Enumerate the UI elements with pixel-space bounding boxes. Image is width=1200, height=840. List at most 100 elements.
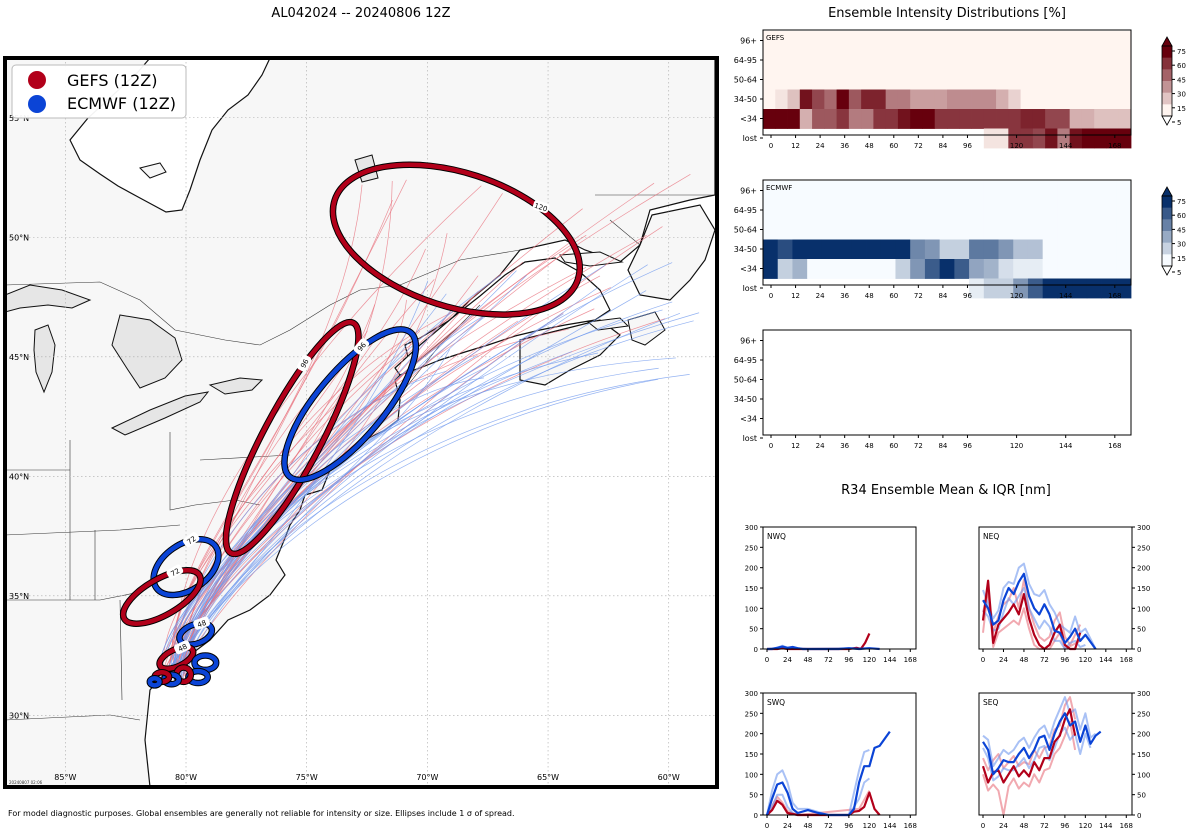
intensity-x-tick: 48 [865,292,874,300]
r34-panel-neq: NEQ 0 24 48 72 96 120 144 168 0 50 100 150 200 250 300 [978,524,1150,664]
ecmwf-mean-line [982,712,1102,776]
colorbar-tick-label: 75 [1177,48,1186,56]
intensity-x-tick: 72 [914,442,923,450]
island-akimiski [139,162,167,179]
r34-x-tick-label: 168 [904,656,917,664]
colorbar-extend-top [1161,186,1173,197]
ecmwf-mean-line [982,572,1097,650]
heat-cell [1106,89,1120,110]
heat-cell [1045,70,1058,90]
heat-cell [1106,109,1120,129]
r34-panel-seq: SEQ 0 24 48 72 96 120 144 168 0 50 100 150 200 250 300 [978,690,1150,830]
intensity-x-tick: 48 [865,142,874,150]
heat-cell [799,31,813,51]
heat-cell [873,50,887,71]
intensity-distributions: GEFS 96+ 64-95 50-64 34-50 <34 lost 0 12 24 36 48 60… [734,29,1186,450]
colorbar-step [1162,57,1172,70]
heat-cell [787,109,801,129]
intensity-x-tick: 48 [865,442,874,450]
heat-cell [1027,181,1044,201]
heat-cell [996,70,1009,90]
heat-cell [959,109,972,129]
heat-cell [910,89,923,110]
r34-x-tick-label: 48 [803,656,812,664]
r34-x-tick-label: 48 [1019,822,1028,830]
intensity-x-tick: 168 [1108,142,1121,150]
heat-cell [1042,259,1058,279]
heat-cell [787,31,801,51]
r34-x-tick-label: 0 [981,656,985,664]
heat-cell [763,109,776,129]
heat-cell [1032,128,1046,149]
heat-cell [836,220,852,240]
heat-cell [812,109,825,129]
r34-panel-name: SWQ [767,698,785,707]
heat-cell [821,220,837,240]
r34-y-tick-label: 300 [1137,524,1150,532]
heat-cell [866,259,882,279]
heat-cell [1027,220,1044,240]
intensity-row-label: <34 [740,415,757,424]
intensity-x-tick: 60 [889,442,898,450]
heat-cell [1072,181,1088,201]
ellipse-gefs-120: 120 [329,161,583,318]
intensity-frame [762,329,1132,436]
gefs-iqr-line [982,696,1077,772]
heat-cell [971,31,985,51]
heat-cell [934,109,948,129]
heat-cell [1116,278,1132,299]
intensity-row-label: 64-95 [734,206,757,215]
heat-cell [934,50,948,71]
heat-cell [885,70,899,90]
heat-cell [1057,70,1071,90]
heat-cell [1057,181,1073,201]
legend-marker-ecmwf [28,95,46,113]
heat-cell [848,109,862,129]
heat-cell [866,220,882,240]
heat-cell [996,109,1009,129]
heat-cell [1069,70,1083,90]
ecmwf-iqr-line [982,562,1097,650]
heat-cell [763,31,776,51]
heat-cell [1013,220,1029,240]
r34-x-tick-label: 72 [824,656,833,664]
heat-cell [836,259,852,279]
heat-cell [1094,31,1107,51]
heat-cell [763,89,776,110]
r34-y-tick-label: 150 [745,751,758,759]
ellipse-label-bg [182,532,200,548]
ellipse-label-bg [193,616,210,630]
r34-x-tick-label: 48 [803,822,812,830]
colorbar-tick-label: 30 [1177,241,1186,249]
heat-cell [824,109,837,129]
heat-cell [996,50,1009,71]
r34-y-tick-label: 150 [745,585,758,593]
heat-cell [1094,50,1107,71]
footnote: For model diagnostic purposes. Global en… [8,809,515,818]
colorbar-frame [1161,195,1173,267]
intensity-x-tick: 72 [914,142,923,150]
heat-cell [1032,70,1046,90]
heat-cell [1101,278,1117,299]
heat-cell [1116,200,1132,221]
heat-cell [895,220,911,240]
heat-cell [954,181,970,201]
heat-cell [910,181,926,201]
heat-cell [998,220,1014,240]
heat-cell [1081,50,1095,71]
heat-cell [939,200,955,221]
heat-cell [971,109,985,129]
heat-cell [824,89,837,110]
intensity-x-tick: 96 [963,442,972,450]
heat-cell [959,31,972,51]
heat-cell [996,128,1009,149]
ensemble-track [162,367,659,679]
heat-cell [947,31,960,51]
r34-y-tick-label: 50 [1137,626,1146,634]
intensity-row-label: <34 [740,115,757,124]
lake-erie [110,391,210,436]
heat-cell [1042,220,1058,240]
heat-cell [969,239,985,260]
heat-cell [998,239,1014,260]
